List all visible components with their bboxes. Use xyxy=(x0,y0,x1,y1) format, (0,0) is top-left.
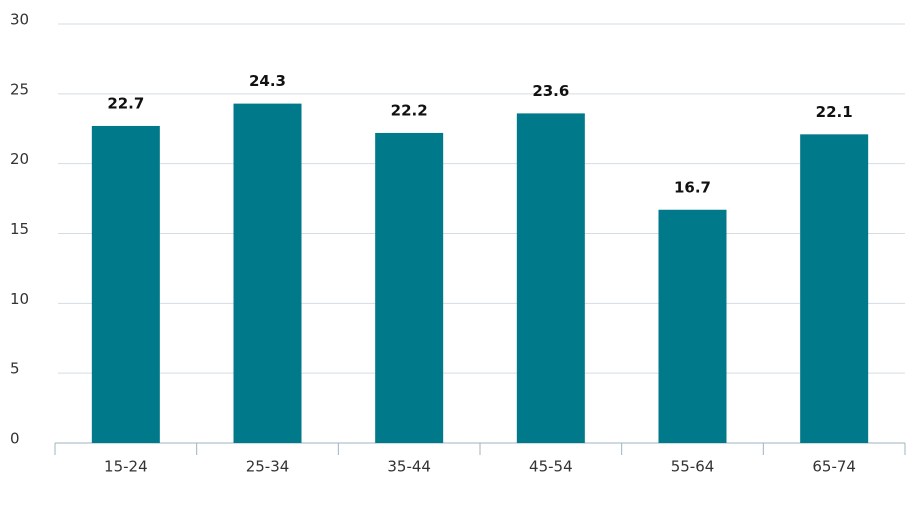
x-tick-label: 45-54 xyxy=(529,458,573,476)
y-tick-label: 0 xyxy=(10,430,20,448)
y-tick-label: 15 xyxy=(10,220,29,238)
bar xyxy=(516,113,585,444)
x-tick-label: 65-74 xyxy=(812,458,856,476)
value-label: 24.3 xyxy=(249,72,286,90)
value-label: 22.7 xyxy=(107,94,144,112)
x-tick-label: 15-24 xyxy=(104,458,148,476)
value-label: 22.1 xyxy=(816,103,853,121)
x-tick-label: 35-44 xyxy=(387,458,431,476)
bar xyxy=(800,134,869,443)
value-label: 22.2 xyxy=(391,101,428,119)
bar xyxy=(375,132,444,443)
bar xyxy=(233,103,302,444)
y-tick-label: 5 xyxy=(10,360,20,378)
y-tick-label: 10 xyxy=(10,290,29,308)
bar xyxy=(658,209,727,443)
bar xyxy=(91,125,160,443)
x-tick-label: 25-34 xyxy=(246,458,290,476)
value-label: 16.7 xyxy=(674,178,711,196)
x-tick-label: 55-64 xyxy=(671,458,715,476)
value-label: 23.6 xyxy=(532,82,569,100)
y-tick-label: 30 xyxy=(10,11,29,29)
y-tick-label: 25 xyxy=(10,80,29,98)
y-tick-label: 20 xyxy=(10,150,29,168)
